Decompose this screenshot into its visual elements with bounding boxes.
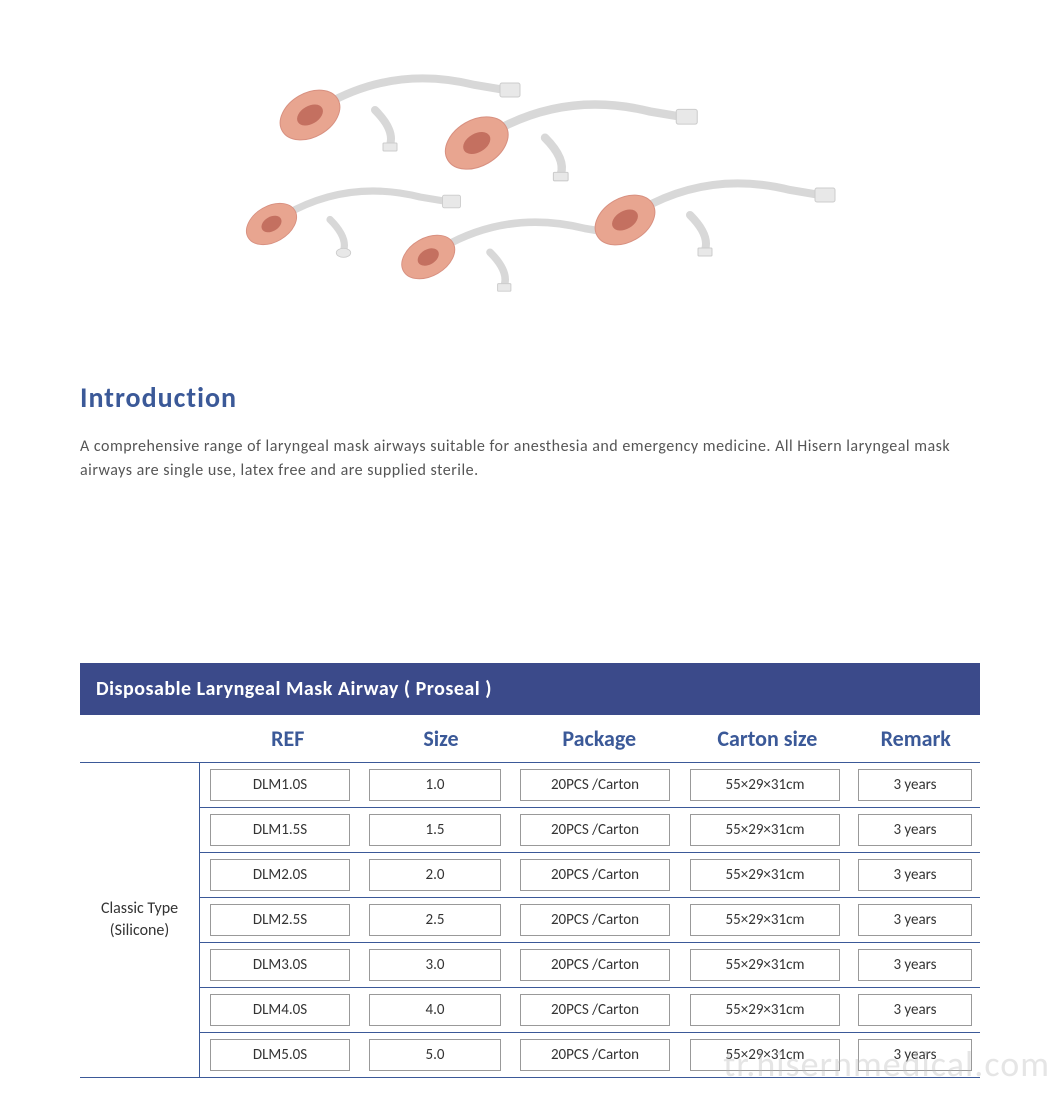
cell-box: 5.0: [369, 1039, 501, 1071]
cell-box: 55×29×31cm: [690, 1039, 840, 1071]
table-row: DLM1.5S 1.5 20PCS /Carton 55×29×31cm 3 years: [200, 808, 980, 853]
cell-box: 20PCS /Carton: [520, 769, 670, 801]
table-row: DLM3.0S 3.0 20PCS /Carton 55×29×31cm 3 years: [200, 943, 980, 988]
cell-box: 3 years: [858, 859, 972, 891]
cell-box: 3 years: [858, 814, 972, 846]
table-row: DLM2.0S 2.0 20PCS /Carton 55×29×31cm 3 years: [200, 853, 980, 898]
intro-heading: Introduction: [80, 380, 980, 415]
cell-size: 3.0: [360, 949, 510, 981]
cell-box: 3 years: [858, 949, 972, 981]
cell-box: 55×29×31cm: [690, 769, 840, 801]
cell-carton: 55×29×31cm: [680, 949, 850, 981]
table-row: DLM4.0S 4.0 20PCS /Carton 55×29×31cm 3 years: [200, 988, 980, 1033]
cell-ref: DLM3.0S: [200, 949, 360, 981]
cell-box: 1.0: [369, 769, 501, 801]
cell-carton: 55×29×31cm: [680, 904, 850, 936]
cell-remark: 3 years: [850, 1039, 980, 1071]
cell-ref: DLM5.0S: [200, 1039, 360, 1071]
cell-size: 2.5: [360, 904, 510, 936]
cell-package: 20PCS /Carton: [510, 904, 680, 936]
cell-remark: 3 years: [850, 994, 980, 1026]
table-row: DLM1.0S 1.0 20PCS /Carton 55×29×31cm 3 years: [200, 763, 980, 808]
cell-box: 3.0: [369, 949, 501, 981]
cell-carton: 55×29×31cm: [680, 994, 850, 1026]
type-cell: Classic Type (Silicone): [80, 763, 200, 1077]
table-body: Classic Type (Silicone) DLM1.0S 1.0 20PCS …: [80, 763, 980, 1078]
type-label-2: (Silicone): [110, 920, 170, 942]
cell-size: 1.5: [360, 814, 510, 846]
cell-size: 2.0: [360, 859, 510, 891]
cell-ref: DLM2.5S: [200, 904, 360, 936]
cell-box: DLM2.5S: [210, 904, 351, 936]
spec-table: Disposable Laryngeal Mask Airway ( Prose…: [80, 663, 980, 1078]
table-title: Disposable Laryngeal Mask Airway ( Prose…: [80, 663, 980, 715]
cell-remark: 3 years: [850, 949, 980, 981]
cell-ref: DLM1.5S: [200, 814, 360, 846]
table-headers: REF Size Package Carton size Remark: [80, 715, 980, 762]
cell-size: 1.0: [360, 769, 510, 801]
cell-ref: DLM4.0S: [200, 994, 360, 1026]
cell-box: DLM1.0S: [210, 769, 351, 801]
cell-box: DLM1.5S: [210, 814, 351, 846]
cell-box: 1.5: [369, 814, 501, 846]
header-package: Package: [515, 725, 683, 752]
cell-package: 20PCS /Carton: [510, 1039, 680, 1071]
cell-remark: 3 years: [850, 904, 980, 936]
cell-box: 3 years: [858, 904, 972, 936]
cell-remark: 3 years: [850, 859, 980, 891]
cell-box: 55×29×31cm: [690, 904, 840, 936]
cell-carton: 55×29×31cm: [680, 769, 850, 801]
rows-container: DLM1.0S 1.0 20PCS /Carton 55×29×31cm 3 years…: [200, 763, 980, 1077]
header-size: Size: [367, 725, 515, 752]
cell-box: 4.0: [369, 994, 501, 1026]
cell-box: 2.5: [369, 904, 501, 936]
cell-package: 20PCS /Carton: [510, 949, 680, 981]
cell-size: 5.0: [360, 1039, 510, 1071]
cell-box: DLM5.0S: [210, 1039, 351, 1071]
cell-box: 3 years: [858, 1039, 972, 1071]
cell-box: 20PCS /Carton: [520, 949, 670, 981]
table-row: DLM5.0S 5.0 20PCS /Carton 55×29×31cm 3 years: [200, 1033, 980, 1077]
cell-box: 3 years: [858, 769, 972, 801]
cell-ref: DLM2.0S: [200, 859, 360, 891]
table-row: DLM2.5S 2.5 20PCS /Carton 55×29×31cm 3 years: [200, 898, 980, 943]
cell-box: 20PCS /Carton: [520, 994, 670, 1026]
header-remark: Remark: [851, 725, 980, 752]
cell-box: 20PCS /Carton: [520, 814, 670, 846]
header-carton: Carton size: [683, 725, 851, 752]
cell-box: DLM4.0S: [210, 994, 351, 1026]
cell-box: 55×29×31cm: [690, 994, 840, 1026]
cell-box: 3 years: [858, 994, 972, 1026]
header-type-spacer: [80, 725, 209, 752]
cell-carton: 55×29×31cm: [680, 814, 850, 846]
cell-ref: DLM1.0S: [200, 769, 360, 801]
header-ref: REF: [209, 725, 367, 752]
cell-box: 20PCS /Carton: [520, 1039, 670, 1071]
cell-remark: 3 years: [850, 814, 980, 846]
cell-carton: 55×29×31cm: [680, 859, 850, 891]
cell-size: 4.0: [360, 994, 510, 1026]
cell-package: 20PCS /Carton: [510, 994, 680, 1026]
cell-package: 20PCS /Carton: [510, 769, 680, 801]
cell-box: 2.0: [369, 859, 501, 891]
intro-text: A comprehensive range of laryngeal mask …: [80, 435, 980, 483]
cell-box: DLM2.0S: [210, 859, 351, 891]
cell-package: 20PCS /Carton: [510, 859, 680, 891]
product-image: [220, 40, 840, 340]
cell-remark: 3 years: [850, 769, 980, 801]
type-label-1: Classic Type: [101, 898, 178, 920]
cell-box: 55×29×31cm: [690, 949, 840, 981]
cell-box: 55×29×31cm: [690, 859, 840, 891]
cell-box: 20PCS /Carton: [520, 859, 670, 891]
cell-box: 20PCS /Carton: [520, 904, 670, 936]
cell-box: DLM3.0S: [210, 949, 351, 981]
cell-carton: 55×29×31cm: [680, 1039, 850, 1071]
cell-package: 20PCS /Carton: [510, 814, 680, 846]
cell-box: 55×29×31cm: [690, 814, 840, 846]
